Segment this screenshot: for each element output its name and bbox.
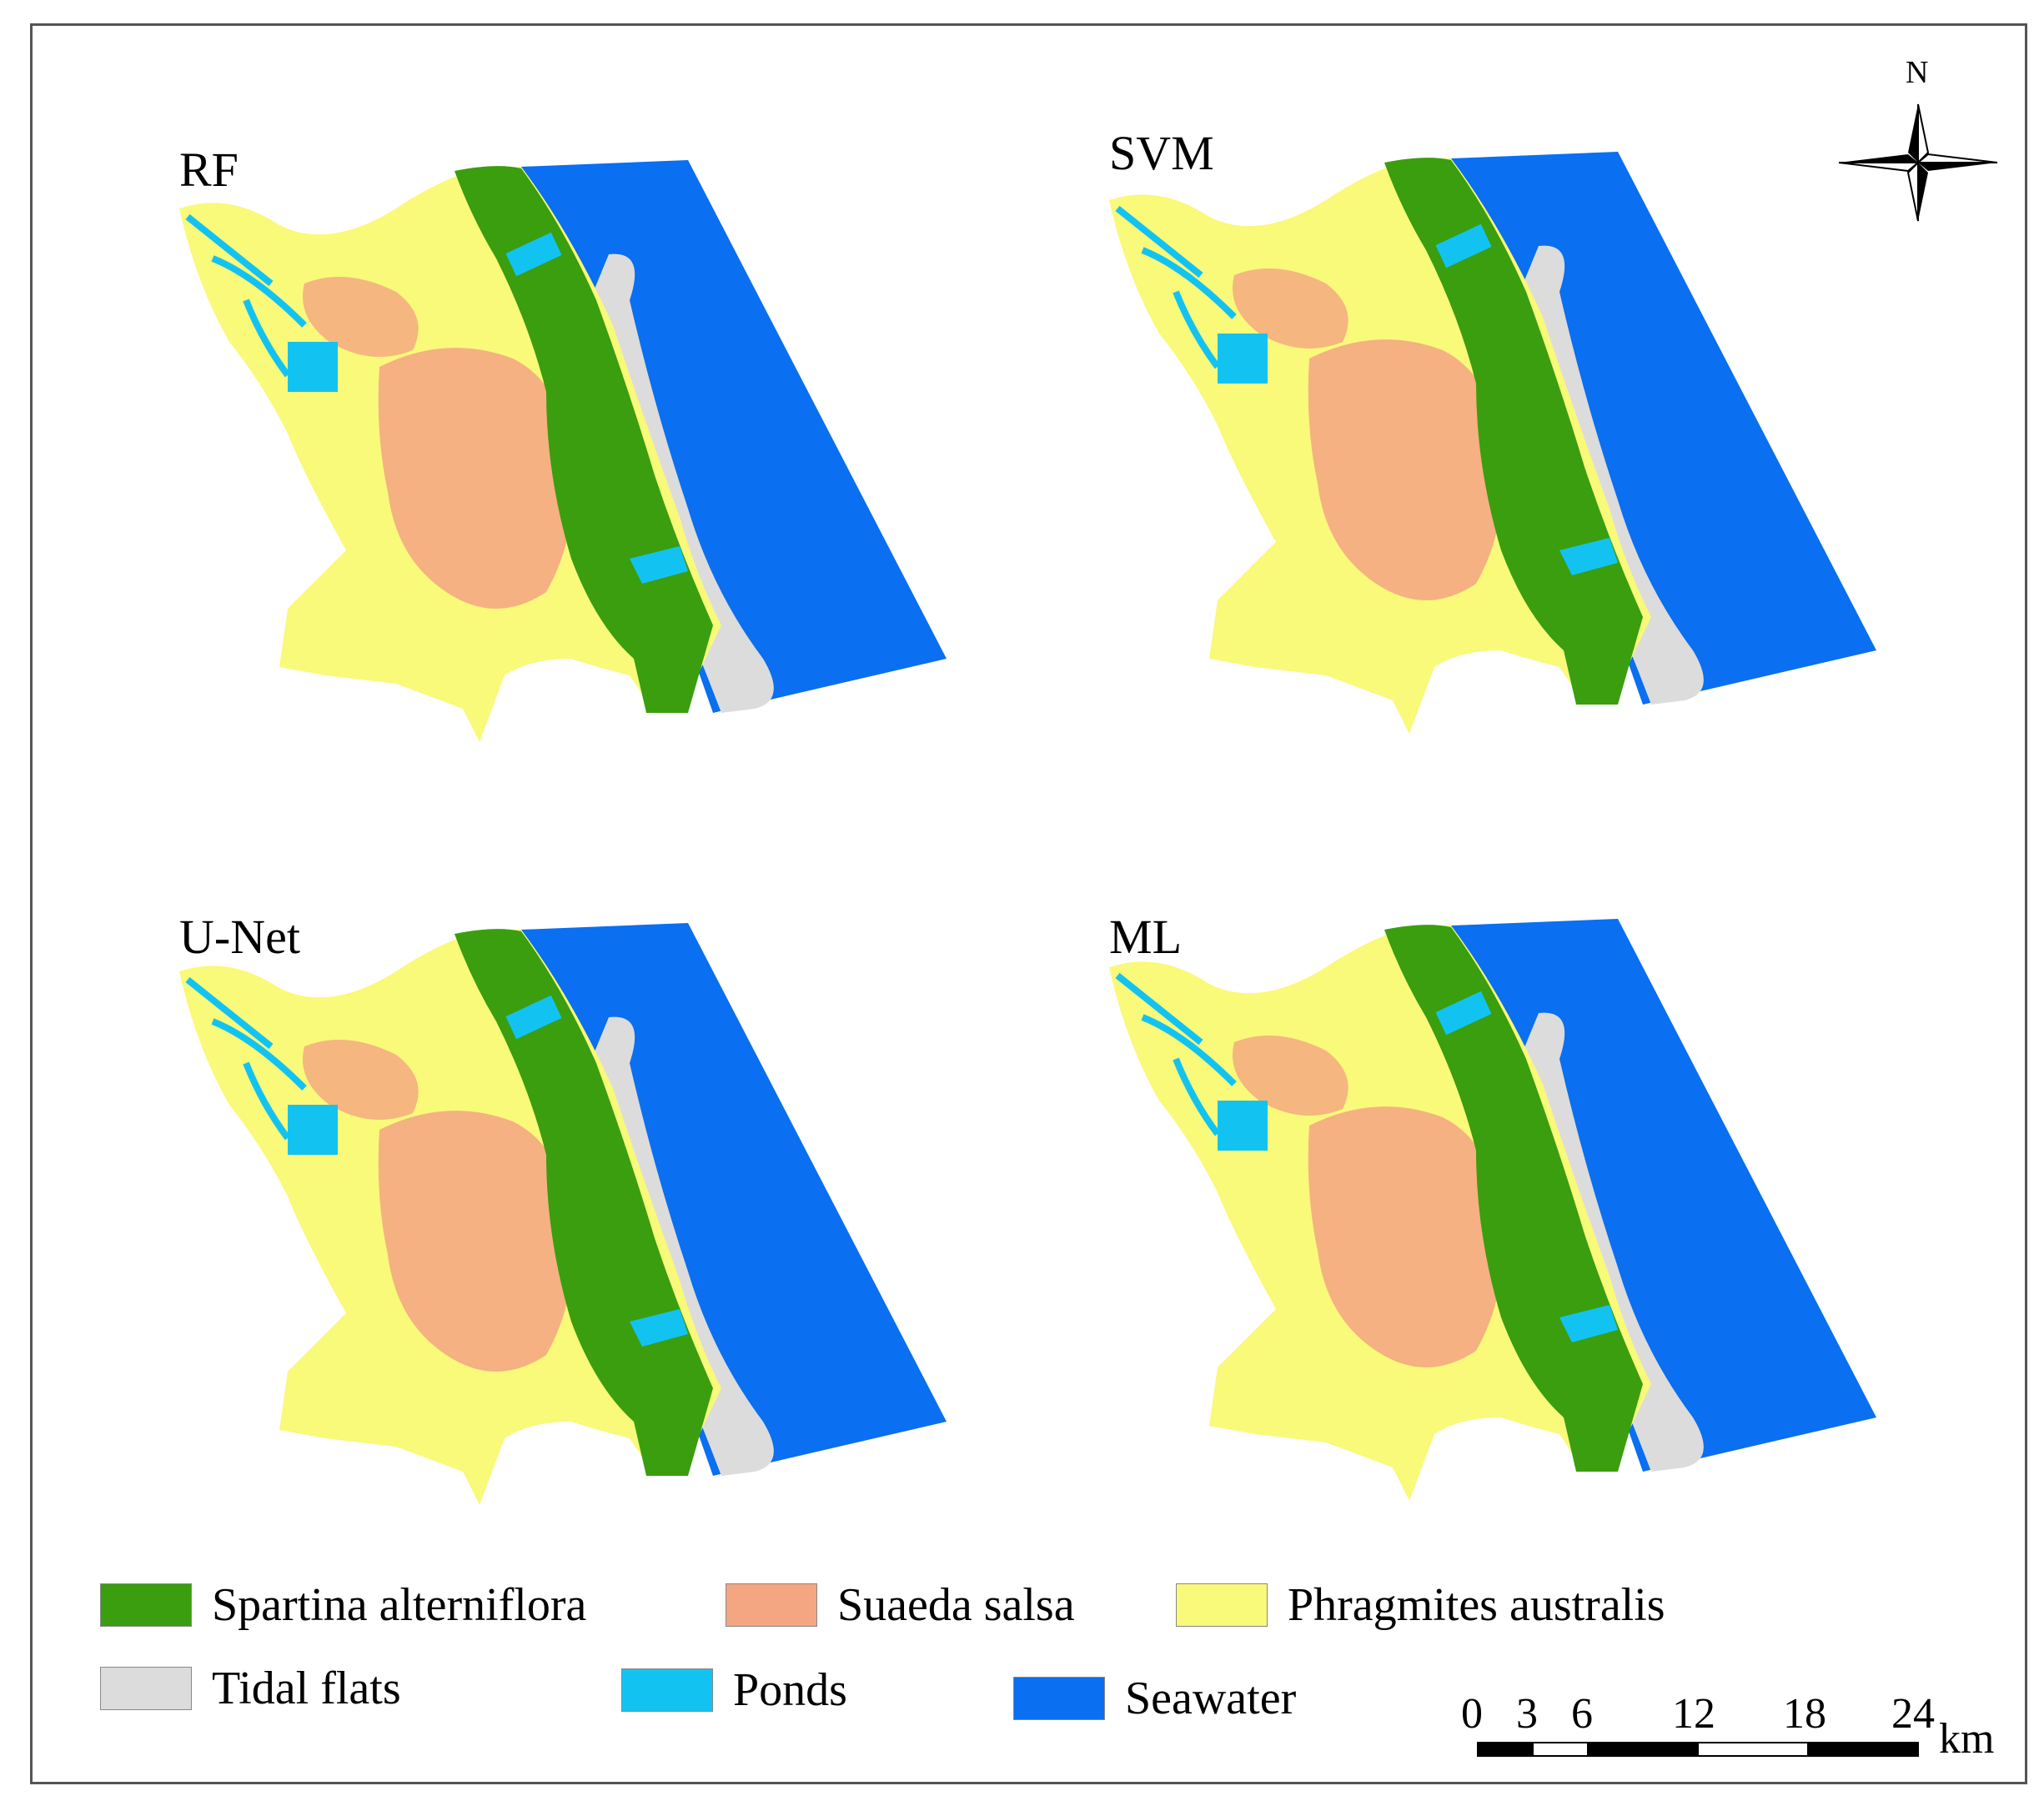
legend-swatch — [726, 1583, 817, 1627]
legend-label: Phragmites australis — [1288, 1579, 1665, 1631]
scale-segment — [1532, 1742, 1589, 1757]
north-arrow — [1838, 103, 1998, 222]
scale-tick-label: 12 — [1672, 1690, 1715, 1738]
scale-unit-label: km — [1939, 1715, 1995, 1763]
legend-item-phragmites: Phragmites australis — [1176, 1578, 1665, 1632]
map-panel-unet — [179, 923, 947, 1505]
legend-swatch — [100, 1583, 192, 1627]
map-panel-ml — [1109, 919, 1876, 1501]
panel-label-svm: SVM — [1109, 126, 1214, 180]
legend-swatch — [100, 1667, 192, 1710]
scale-tick-label: 18 — [1783, 1690, 1826, 1738]
scale-segment — [1697, 1742, 1809, 1757]
panel-label-unet: U-Net — [179, 910, 300, 964]
scale-segment — [1807, 1742, 1919, 1757]
scale-tick-label: 3 — [1516, 1690, 1538, 1738]
scale-tick-label: 0 — [1461, 1690, 1483, 1738]
legend-swatch — [1176, 1583, 1268, 1627]
legend-label: Spartina alterniflora — [212, 1579, 587, 1631]
legend-label: Seawater — [1125, 1673, 1297, 1724]
legend-label: Tidal flats — [212, 1663, 401, 1714]
scale-bar — [1477, 1742, 1919, 1757]
legend-item-suaeda: Suaeda salsa — [726, 1578, 1075, 1632]
panel-label-ml: ML — [1109, 910, 1182, 964]
scale-tick-label: 24 — [1891, 1690, 1935, 1738]
map-panel-svm — [1109, 152, 1876, 734]
figure-frame — [30, 23, 2027, 1784]
scale-segment — [1587, 1742, 1699, 1757]
north-label: N — [1906, 55, 1929, 90]
scale-segment — [1477, 1742, 1534, 1757]
legend-label: Ponds — [733, 1664, 847, 1716]
map-panel-rf — [179, 160, 947, 742]
scale-tick-label: 6 — [1571, 1690, 1593, 1738]
legend-item-tidal-flats: Tidal flats — [100, 1662, 401, 1715]
legend-swatch — [621, 1668, 713, 1712]
legend-item-seawater: Seawater — [1013, 1672, 1296, 1725]
legend-item-ponds: Ponds — [621, 1663, 847, 1717]
panel-label-rf: RF — [179, 143, 239, 197]
legend-label: Suaeda salsa — [837, 1579, 1075, 1631]
legend-swatch — [1013, 1677, 1105, 1720]
legend-item-spartina: Spartina alterniflora — [100, 1578, 586, 1632]
